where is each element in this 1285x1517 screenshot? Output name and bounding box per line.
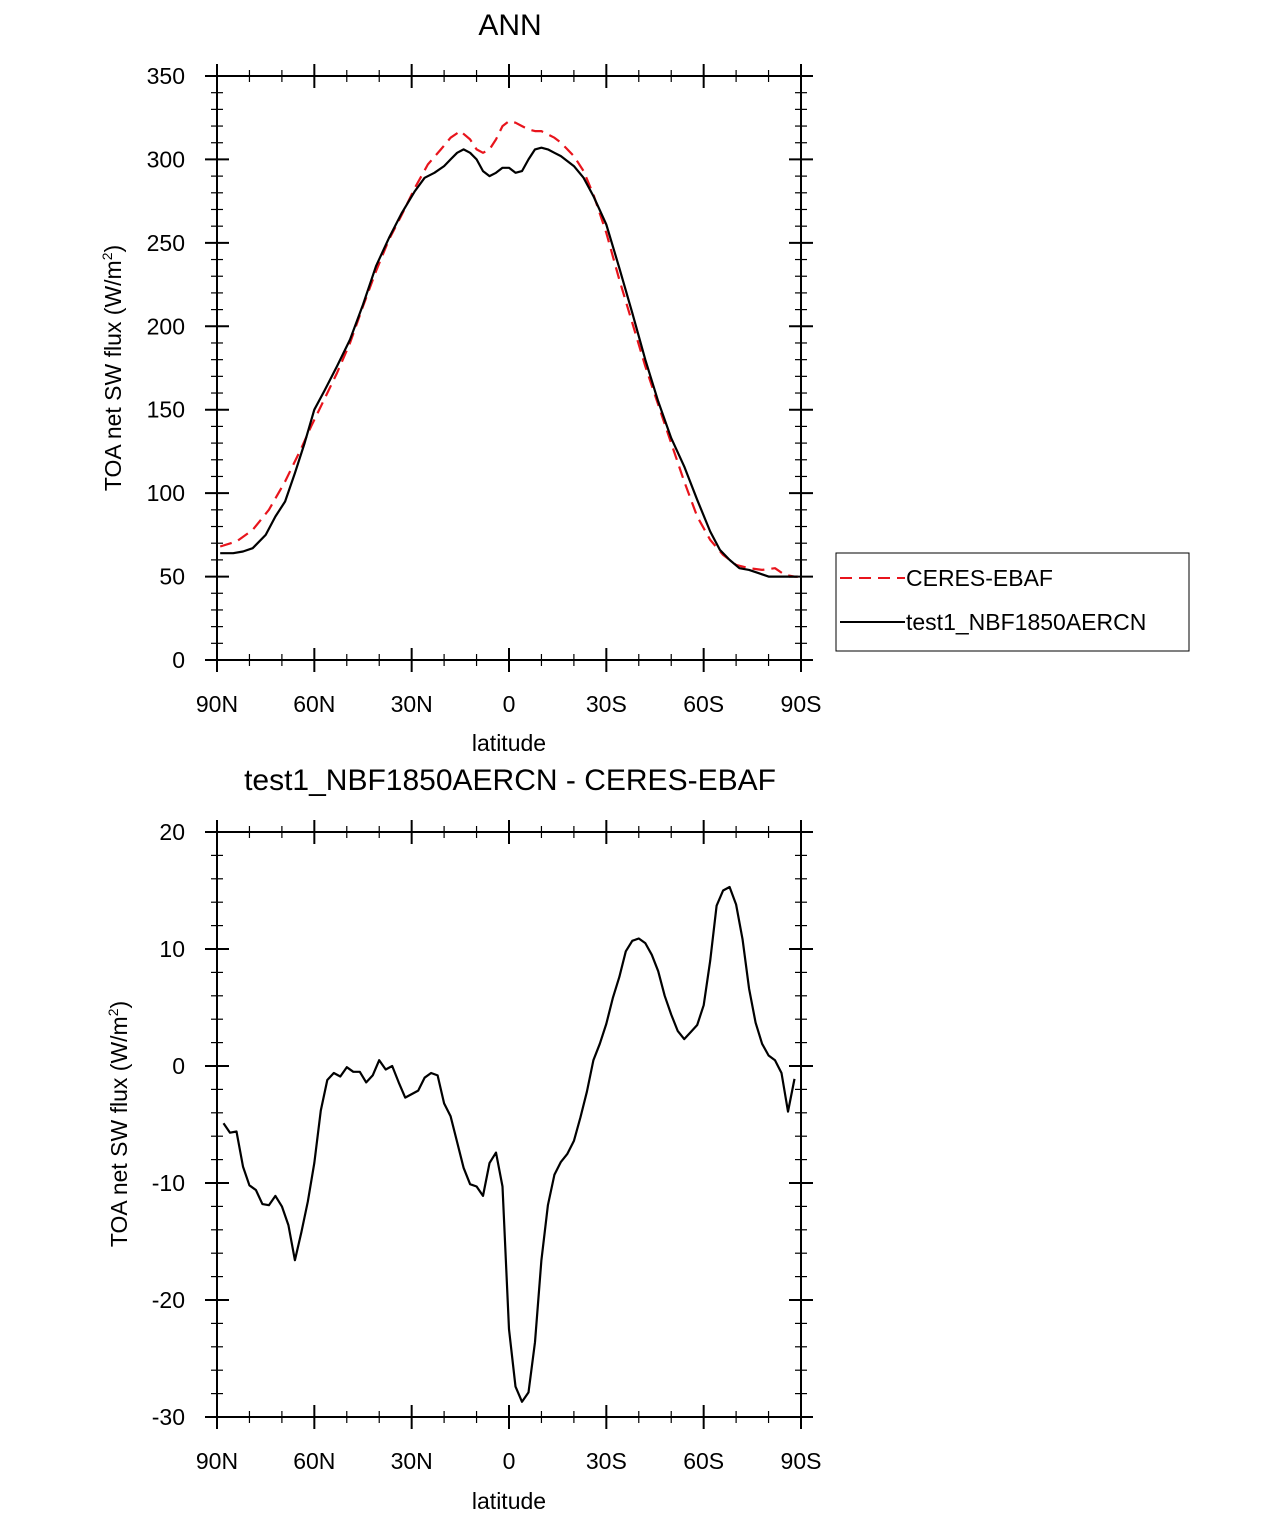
top-y-axis-label-superscript: 2 <box>99 252 115 260</box>
top-chart-title: ANN <box>478 9 541 42</box>
top-panel: ANN 0 50 100 150 200 250 300 350 90N 60N 30N 0 30S 6… <box>99 9 1190 756</box>
top-y-axis-label-main: TOA net SW flux (W/m <box>100 260 126 491</box>
top-y-tick-labels: 0 50 100 150 200 250 300 350 <box>147 63 185 673</box>
x-tick-label: 60S <box>683 1448 724 1474</box>
top-x-tick-labels: 90N 60N 30N 0 30S 60S 90S <box>196 691 822 717</box>
y-tick-label: -20 <box>152 1287 185 1313</box>
y-tick-label: 350 <box>147 63 185 89</box>
y-tick-label: 250 <box>147 230 185 256</box>
bottom-series-lines <box>222 885 796 1403</box>
y-tick-label: -10 <box>152 1170 185 1196</box>
top-major-ticks <box>205 64 813 672</box>
y-tick-label: 100 <box>147 480 185 506</box>
x-tick-label: 0 <box>503 691 516 717</box>
top-plot-frame <box>216 75 802 661</box>
y-tick-label: 20 <box>159 819 185 845</box>
series-line-test1-nbf1850aercn <box>220 146 798 578</box>
y-tick-label: 150 <box>147 397 185 423</box>
y-tick-label: 50 <box>159 564 185 590</box>
x-tick-label: 60N <box>293 691 335 717</box>
series-line-difference <box>222 885 796 1403</box>
top-minor-ticks <box>211 70 807 666</box>
bottom-y-tick-labels: -30 -20 -10 0 10 20 <box>152 819 185 1430</box>
top-series-lines <box>219 119 798 578</box>
bottom-y-axis-label-main: TOA net SW flux (W/m <box>106 1016 132 1247</box>
bottom-plot-frame <box>216 831 802 1418</box>
bottom-chart-title: test1_NBF1850AERCN - CERES-EBAF <box>244 764 776 797</box>
y-tick-label: -30 <box>152 1404 185 1430</box>
bottom-x-axis-label: latitude <box>472 1488 546 1514</box>
top-y-axis-label-close: ) <box>100 245 126 253</box>
y-tick-label: 0 <box>172 647 185 673</box>
x-tick-label: 0 <box>503 1448 516 1474</box>
x-tick-label: 30N <box>391 1448 433 1474</box>
y-tick-label: 200 <box>147 313 185 339</box>
x-tick-label: 30S <box>586 691 627 717</box>
bottom-y-axis-label-superscript: 2 <box>105 1008 121 1016</box>
bottom-y-axis-label-close: ) <box>106 1001 132 1009</box>
bottom-y-axis-label: TOA net SW flux (W/m2) <box>105 1001 132 1247</box>
legend: CERES-EBAF test1_NBF1850AERCN <box>835 552 1190 652</box>
bottom-x-tick-labels: 90N 60N 30N 0 30S 60S 90S <box>196 1448 822 1474</box>
x-tick-label: 90N <box>196 691 238 717</box>
x-tick-label: 90N <box>196 1448 238 1474</box>
y-tick-label: 10 <box>159 936 185 962</box>
x-tick-label: 30S <box>586 1448 627 1474</box>
x-tick-label: 90S <box>781 1448 822 1474</box>
legend-box <box>835 552 1190 652</box>
top-y-axis-label: TOA net SW flux (W/m2) <box>99 245 126 491</box>
top-x-axis-label: latitude <box>472 730 546 756</box>
x-tick-label: 60N <box>293 1448 335 1474</box>
series-line-ceres-ebaf <box>219 119 798 578</box>
bottom-panel: test1_NBF1850AERCN - CERES-EBAF -30 -20 -1… <box>105 764 821 1514</box>
legend-label-test1: test1_NBF1850AERCN <box>906 609 1146 635</box>
x-tick-label: 90S <box>781 691 822 717</box>
y-tick-label: 0 <box>172 1053 185 1079</box>
x-tick-label: 60S <box>683 691 724 717</box>
x-tick-label: 30N <box>391 691 433 717</box>
y-tick-label: 300 <box>147 146 185 172</box>
legend-label-ceres-ebaf: CERES-EBAF <box>906 565 1053 591</box>
